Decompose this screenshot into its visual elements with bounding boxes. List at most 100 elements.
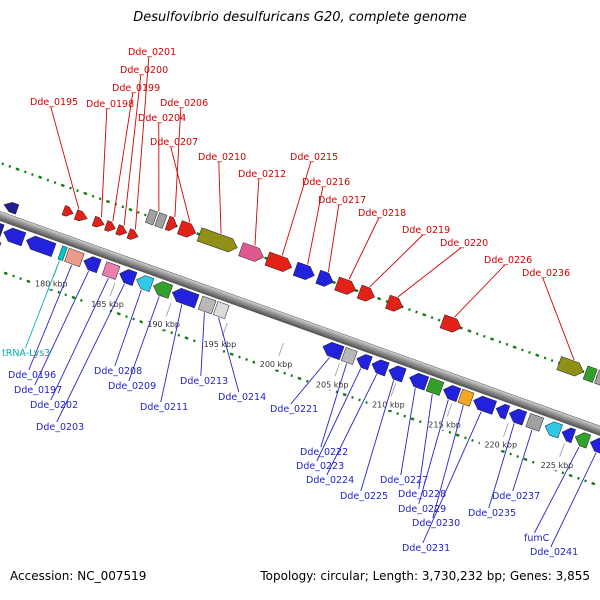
gene-label-Dde_0203[interactable]: Dde_0203 <box>36 422 84 433</box>
gene-arrow[interactable] <box>24 234 57 257</box>
gene-arrow-Dde_0207[interactable] <box>177 220 198 240</box>
gene-label-Dde_0204[interactable]: Dde_0204 <box>138 113 186 124</box>
gene-label-Dde_0219[interactable]: Dde_0219 <box>402 225 450 236</box>
gene-arrow-Dde_0228[interactable] <box>425 377 445 396</box>
gene-arrow[interactable] <box>154 212 168 229</box>
gene-arrow-Dde_0213[interactable] <box>197 295 217 315</box>
gene-label-Dde_0222[interactable]: Dde_0222 <box>300 447 348 458</box>
gene-label-Dde_0215[interactable]: Dde_0215 <box>290 152 338 163</box>
gene-label-Dde_0211[interactable]: Dde_0211 <box>140 402 188 413</box>
gene-label-Dde_0217[interactable]: Dde_0217 <box>318 195 366 206</box>
gene-arrow-Dde_0237[interactable] <box>525 413 545 432</box>
gene-label-Dde_0229[interactable]: Dde_0229 <box>398 504 446 515</box>
gene-label-Dde_0225[interactable]: Dde_0225 <box>340 491 388 502</box>
label-leader-line <box>290 357 330 405</box>
gene-arrow-Dde_0214[interactable] <box>212 301 230 320</box>
gene-arrow-Dde_0224[interactable] <box>370 357 390 377</box>
gene-arrow[interactable] <box>494 402 511 420</box>
gene-label-Dde_0228[interactable]: Dde_0228 <box>398 489 446 500</box>
gene-arrow-fumC[interactable] <box>573 430 592 449</box>
gene-label-Dde_0200[interactable]: Dde_0200 <box>120 65 168 76</box>
gene-arrow-Dde_0220[interactable] <box>385 294 405 314</box>
gene-arrow-Dde_0203[interactable] <box>117 267 138 286</box>
gene-label-Dde_0210[interactable]: Dde_0210 <box>198 152 246 163</box>
gene-arrow-Dde_0198[interactable] <box>91 215 106 229</box>
gene-arrow-Dde_0222[interactable] <box>340 346 358 365</box>
gene-arrow-Dde_0219[interactable] <box>356 284 377 304</box>
gene-label-Dde_0227[interactable]: Dde_0227 <box>380 475 428 486</box>
gene-label-Dde_0237[interactable]: Dde_0237 <box>492 491 540 502</box>
gene-label-Dde_0212[interactable]: Dde_0212 <box>238 169 286 180</box>
gene-arrow-Dde_0216[interactable] <box>292 261 317 282</box>
gene-label-Dde_0207[interactable]: Dde_0207 <box>150 137 198 148</box>
gene-arrow[interactable] <box>1 226 27 247</box>
gene-arrow[interactable] <box>594 369 600 387</box>
gene-label-Dde_0235[interactable]: Dde_0235 <box>468 508 516 519</box>
gene-label-Dde_0208[interactable]: Dde_0208 <box>94 366 142 377</box>
gene-label-Dde_0218[interactable]: Dde_0218 <box>358 208 406 219</box>
gene-arrow-Dde_0211[interactable] <box>170 286 200 309</box>
gene-label-Dde_0230[interactable]: Dde_0230 <box>412 518 460 529</box>
gene-arrow-Dde_0206[interactable] <box>164 215 179 233</box>
gene-arrow-Dde_0195[interactable] <box>73 209 89 223</box>
gene-arrow-tRNA-Lys3[interactable] <box>57 245 68 262</box>
ruler-tick <box>166 302 172 317</box>
gene-arrow-Dde_0227[interactable] <box>407 371 430 391</box>
gene-label-Dde_0196[interactable]: Dde_0196 <box>8 370 56 381</box>
gene-arrow-Dde_0209[interactable] <box>151 279 174 299</box>
gene-label-Dde_0202[interactable]: Dde_0202 <box>30 400 78 411</box>
gene-label-Dde_0221[interactable]: Dde_0221 <box>270 404 318 415</box>
gene-label-Dde_0198[interactable]: Dde_0198 <box>86 99 134 110</box>
gene-arrow[interactable] <box>543 419 563 439</box>
gene-arrow[interactable] <box>2 200 20 215</box>
gene-arrow-Dde_0201[interactable] <box>126 228 140 242</box>
gene-arrow[interactable] <box>582 365 598 383</box>
gene-arrow-Dde_0197[interactable] <box>81 254 102 274</box>
gene-arrow-Dde_0210[interactable] <box>196 227 239 255</box>
gene-label-Dde_0231[interactable]: Dde_0231 <box>402 543 450 554</box>
gene-label-Dde_0236[interactable]: Dde_0236 <box>522 268 570 279</box>
gene-label-Dde_0209[interactable]: Dde_0209 <box>108 381 156 392</box>
gene-arrow-Dde_0212[interactable] <box>238 242 266 264</box>
gene-label-Dde_0224[interactable]: Dde_0224 <box>306 475 354 486</box>
gene-arrow-Dde_0226[interactable] <box>439 314 464 335</box>
gene-label-Dde_0201[interactable]: Dde_0201 <box>128 47 176 58</box>
gene-arrow-Dde_0241[interactable] <box>588 436 600 456</box>
gene-arrow-Dde_0217[interactable] <box>315 269 336 289</box>
gene-arrow-Dde_0204[interactable] <box>145 208 158 226</box>
gene-arrow-Dde_0202[interactable] <box>101 261 121 280</box>
gene-arrow-Dde_0221[interactable] <box>321 340 345 361</box>
gene-arrow-Dde_0200[interactable] <box>115 224 129 238</box>
gene-arrow-Dde_0235[interactable] <box>507 407 528 426</box>
gene-arrow-Dde_0231[interactable] <box>471 394 497 415</box>
gene-arrow-Dde_0229[interactable] <box>441 383 462 402</box>
gene-arrow-Dde_0218[interactable] <box>334 276 359 297</box>
gene-arrow[interactable] <box>560 426 577 444</box>
gene-label-Dde_0216[interactable]: Dde_0216 <box>302 177 350 188</box>
gene-arrow-Dde_0196[interactable] <box>64 247 85 268</box>
gene-label-Dde_0223[interactable]: Dde_0223 <box>296 461 344 472</box>
gene-label-Dde_0197[interactable]: Dde_0197 <box>14 385 62 396</box>
gene-arrow[interactable] <box>0 222 5 239</box>
gene-label-Dde_0241[interactable]: Dde_0241 <box>530 547 578 558</box>
gene-arrow[interactable] <box>61 205 75 218</box>
gene-label-fumC[interactable]: fumC <box>524 533 550 544</box>
ruler-label-bg <box>311 377 354 390</box>
gene-label-Dde_0195[interactable]: Dde_0195 <box>30 97 78 108</box>
gene-arrow-Dde_0230[interactable] <box>457 388 475 407</box>
gene-arrow[interactable] <box>0 239 2 253</box>
gene-label-Dde_0220[interactable]: Dde_0220 <box>440 238 488 249</box>
gene-label-Dde_0206[interactable]: Dde_0206 <box>160 98 208 109</box>
gene-arrow-Dde_0223[interactable] <box>354 352 373 371</box>
gene-label-Dde_0214[interactable]: Dde_0214 <box>218 392 266 403</box>
gene-arrow-Dde_0208[interactable] <box>134 273 155 293</box>
gene-arrow-Dde_0199[interactable] <box>104 220 117 234</box>
gene-arrow-Dde_0215[interactable] <box>264 251 294 274</box>
gene-arrow-Dde_0236[interactable] <box>556 356 586 379</box>
gene-arrow-Dde_0225[interactable] <box>386 363 407 383</box>
gene-label-Dde_0226[interactable]: Dde_0226 <box>484 255 532 266</box>
gene-label-Dde_0213[interactable]: Dde_0213 <box>180 376 228 387</box>
ruler-label-bg <box>86 297 129 310</box>
gene-label-tRNA-Lys3[interactable]: tRNA-Lys3 <box>2 348 50 359</box>
gene-label-Dde_0199[interactable]: Dde_0199 <box>112 83 160 94</box>
